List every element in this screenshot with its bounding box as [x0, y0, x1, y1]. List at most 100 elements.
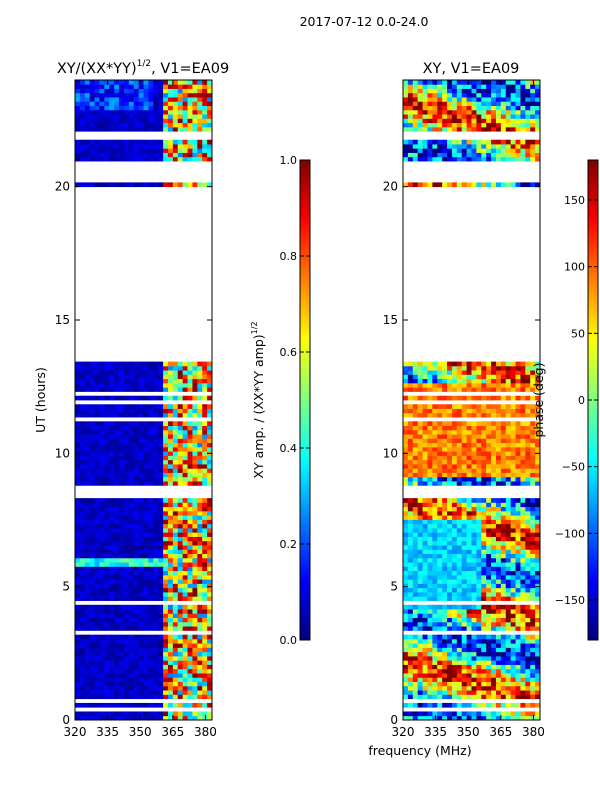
amp-cell — [94, 126, 100, 132]
amp-cell — [197, 532, 203, 537]
phase-cell — [442, 464, 448, 469]
amp-cell — [172, 587, 179, 593]
phase-cell — [491, 609, 497, 614]
phase-cell — [515, 365, 521, 371]
amp-cell — [89, 387, 95, 392]
phase-cell — [417, 515, 423, 520]
phase-cell — [447, 451, 453, 456]
phase-cell — [447, 425, 453, 431]
phase-cell — [471, 528, 477, 533]
amp-cell — [182, 681, 188, 687]
amp-cell — [104, 647, 110, 653]
amp-cell — [187, 592, 193, 597]
phase-cell — [427, 626, 433, 631]
amp-cell — [75, 156, 81, 162]
amp-cell — [133, 114, 139, 119]
phase-cell — [403, 455, 409, 461]
phase-cell — [442, 673, 448, 678]
amp-cell — [119, 715, 125, 720]
amp-cell — [153, 702, 159, 708]
phase-cell — [500, 685, 507, 691]
phase-cell — [447, 681, 453, 687]
phase-cell — [495, 378, 502, 384]
phase-cell — [530, 515, 536, 520]
amp-cell — [177, 370, 184, 375]
amp-cell — [99, 476, 105, 482]
amp-cell — [182, 382, 188, 388]
phase-cell — [422, 139, 428, 145]
amp-cell — [114, 434, 120, 439]
amp-cell — [133, 685, 139, 691]
amp-cell — [167, 570, 174, 576]
amp-cell — [182, 139, 188, 145]
phase-cell — [422, 681, 428, 687]
amp-cell — [177, 109, 184, 115]
phase-cell — [407, 681, 414, 687]
amp-cell — [148, 459, 154, 465]
amp-cell — [94, 510, 100, 516]
amp-cell — [94, 617, 100, 623]
amp-cell — [153, 156, 159, 162]
phase-cell — [500, 587, 507, 593]
amp-cell — [163, 502, 169, 508]
phase-cell — [432, 434, 438, 439]
phase-cell — [520, 472, 526, 478]
amp-cell — [128, 540, 135, 546]
phase-cell — [515, 182, 521, 188]
phase-cell — [505, 609, 512, 614]
phase-cell — [403, 545, 409, 550]
amp-cell — [114, 592, 120, 597]
amp-cell — [167, 387, 174, 392]
phase-cell — [510, 421, 516, 426]
phase-cell — [466, 566, 472, 572]
phase-cell — [520, 515, 526, 520]
phase-cell — [486, 664, 492, 670]
amp-cell — [197, 677, 203, 682]
amp-cell — [192, 523, 198, 529]
phase-cell — [442, 570, 448, 576]
amp-cell — [143, 382, 149, 388]
phase-cell — [486, 660, 492, 665]
amp-cell — [202, 515, 208, 520]
amp-cell — [123, 408, 130, 414]
amp-cell — [153, 481, 159, 486]
amp-cell — [75, 361, 81, 367]
amp-cell — [79, 101, 86, 106]
amp-cell — [163, 421, 169, 426]
amp-cell — [143, 434, 149, 439]
amp-cell — [128, 613, 135, 618]
phase-cell — [403, 579, 409, 584]
phase-cell — [403, 408, 409, 414]
amp-cell — [197, 621, 203, 627]
amp-cell — [207, 481, 212, 486]
phase-cell — [422, 540, 428, 546]
phase-cell — [417, 148, 423, 153]
amp-cell — [158, 122, 164, 128]
phase-cell — [412, 664, 419, 670]
amp-cell — [163, 361, 169, 367]
amp-cell — [138, 634, 144, 640]
amp-cell — [123, 562, 130, 567]
amp-cell — [128, 408, 135, 414]
phase-cell — [535, 144, 540, 149]
phase-cell — [432, 574, 438, 580]
amp-cell — [197, 92, 203, 98]
phase-cell — [412, 668, 419, 674]
phase-cell — [535, 118, 540, 124]
phase-cell — [451, 711, 458, 717]
amp-cell — [75, 638, 81, 644]
amp-cell — [79, 549, 86, 554]
amp-cell — [79, 690, 86, 695]
amp-cell — [207, 553, 212, 559]
phase-cell — [486, 638, 492, 644]
phase-cell — [427, 715, 433, 720]
amp-cell — [153, 468, 159, 473]
amp-cell — [138, 604, 144, 610]
phase-cell — [432, 498, 438, 503]
amp-cell — [79, 523, 86, 529]
amp-cell — [167, 715, 174, 720]
amp-cell — [109, 553, 115, 559]
amp-cell — [123, 156, 130, 162]
phase-cell — [495, 574, 502, 580]
phase-cell — [437, 459, 443, 465]
